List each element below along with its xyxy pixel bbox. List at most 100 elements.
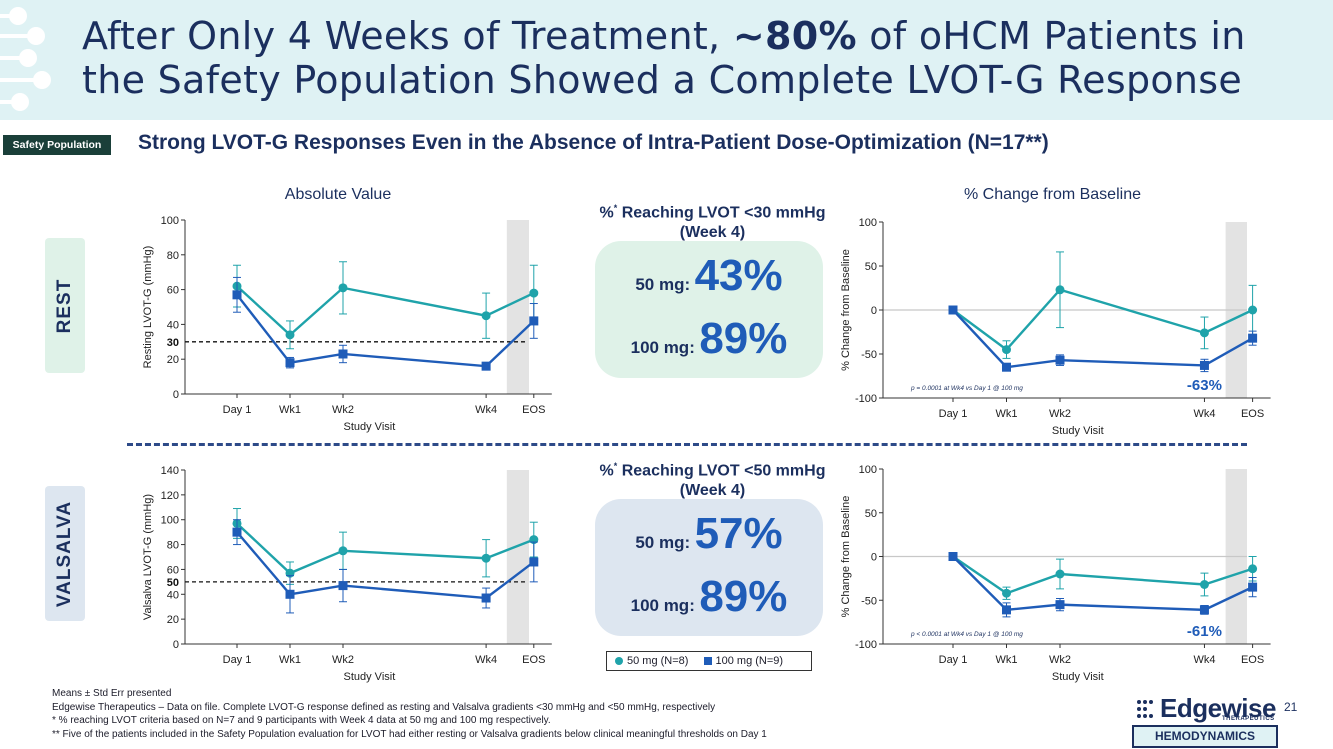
val-100mg-value: 89% <box>699 572 788 621</box>
x-tick-label: Wk2 <box>332 404 354 416</box>
slide-subtitle: Strong LVOT-G Responses Even in the Abse… <box>138 131 1049 154</box>
data-point-100mg <box>1002 605 1011 615</box>
footnote-3: * % reaching LVOT criteria based on N=7 … <box>52 715 551 726</box>
x-tick-label: EOS <box>522 404 545 416</box>
rest-absolute-chart: 0 20 40 60 80 100 30 Day 1 Wk1 Wk2 Wk4 EOS Study Vis… <box>142 215 552 433</box>
val-50mg-value: 57% <box>694 509 783 558</box>
safety-population-badge: Safety Population <box>3 135 111 155</box>
data-point-100mg <box>948 305 958 315</box>
footnote-2: Edgewise Therapeutics – Data on file. Co… <box>52 701 716 713</box>
rest-row-label: REST <box>45 238 85 373</box>
data-point-100mg <box>1055 355 1065 365</box>
x-tick-label: Wk4 <box>475 654 497 666</box>
x-tick-label: EOS <box>1241 408 1264 420</box>
x-tick-label: Wk1 <box>279 654 301 666</box>
edgewise-logo-text: Edgewise <box>1160 693 1276 723</box>
y-tick-label: 140 <box>161 465 179 477</box>
data-point-100mg <box>1199 605 1209 615</box>
x-tick-label: Day 1 <box>223 654 252 666</box>
y-tick-label: 100 <box>859 464 877 476</box>
data-point-50mg <box>338 283 348 293</box>
y-tick-label: -50 <box>861 595 877 607</box>
x-tick-label: Day 1 <box>939 408 968 420</box>
y-axis-title: % Change from Baseline <box>840 496 852 618</box>
y-tick-label: -100 <box>855 639 877 651</box>
rest-head-post: Reaching LVOT <30 mmHg <box>617 204 826 222</box>
x-tick-label: EOS <box>522 654 545 666</box>
data-point-100mg <box>1002 362 1011 372</box>
valsalva-pct-change-chart: -100 -50 0 50 100 Day 1 Wk1 Wk2 Wk4 EOS Study Visi… <box>840 464 1271 683</box>
val-head-pre: % <box>599 462 614 480</box>
valsalva-label-text: VALSALVA <box>54 500 75 607</box>
y-axis-title: Resting LVOT-G (mmHg) <box>142 246 154 369</box>
x-tick-label: EOS <box>1241 654 1264 666</box>
x-tick-label: Wk1 <box>996 408 1018 420</box>
y-tick-label: 60 <box>167 564 179 576</box>
page-number: 21 <box>1284 700 1298 714</box>
rest-label-text: REST <box>54 278 75 333</box>
y-tick-label: 20 <box>167 614 179 626</box>
data-point-100mg <box>1248 582 1258 592</box>
rest-response-box: 50 mg: 43% 100 mg: 89% <box>595 241 823 378</box>
y-axis-title: Valsalva LVOT-G (mmHg) <box>142 494 154 620</box>
title-text-1: After Only 4 Weeks of Treatment, <box>82 14 733 58</box>
eos-shaded-band <box>506 220 529 394</box>
y-tick-label: 100 <box>161 515 179 527</box>
valsalva-response-box: 50 mg: 57% 100 mg: 89% <box>595 499 823 636</box>
val-head-post: Reaching LVOT <50 mmHg <box>617 462 826 480</box>
y-tick-label: 40 <box>167 319 179 331</box>
series-line-50mg <box>952 288 1254 352</box>
edgewise-logo-icon <box>1137 700 1153 718</box>
section-tag: HEMODYNAMICS <box>1132 725 1278 748</box>
footnote-4: ** Five of the patients included in the … <box>52 728 767 740</box>
rest-head-week: (Week 4) <box>679 224 746 242</box>
x-tick-label: Wk4 <box>475 404 497 416</box>
val-100mg-row: 100 mg: 89% <box>595 572 823 622</box>
x-axis-title: Study Visit <box>1052 425 1104 437</box>
y-tick-label: 40 <box>167 589 179 601</box>
data-point-100mg <box>1055 600 1065 610</box>
chart-legend: 50 mg (N=8) 100 mg (N=9) <box>606 651 812 671</box>
x-tick-label: Wk2 <box>1049 408 1071 420</box>
edgewise-logo-subtext: THERAPEUTICS <box>1222 716 1275 722</box>
data-point-50mg <box>1002 345 1011 355</box>
x-tick-label: Wk2 <box>332 654 354 666</box>
data-point-100mg <box>1248 333 1258 343</box>
x-axis-title: Study Visit <box>1052 671 1104 683</box>
title-highlight: ~80% <box>732 14 857 58</box>
valsalva-absolute-chart: 0 20 40 60 80 100 120 140 50 Day 1 Wk1 Wk2 Wk4 EOS Stu… <box>142 465 552 683</box>
x-tick-label: Wk1 <box>279 404 301 416</box>
data-point-50mg <box>1199 328 1209 338</box>
rest-50mg-row: 50 mg: 43% <box>595 251 823 301</box>
y-tick-label: 60 <box>167 285 179 297</box>
data-point-50mg <box>285 330 295 340</box>
slide-title: After Only 4 Weeks of Treatment, ~80% of… <box>82 14 1246 102</box>
data-point-100mg <box>529 316 539 326</box>
data-point-100mg <box>529 557 539 567</box>
legend-100mg-marker <box>703 657 712 666</box>
legend-50mg-label: 50 mg (N=8) <box>627 655 689 667</box>
threshold-label: 30 <box>167 337 179 349</box>
x-tick-label: Day 1 <box>939 654 968 666</box>
legend-50mg-marker <box>615 657 623 666</box>
val-head-sup: * <box>613 461 618 471</box>
data-point-50mg <box>1055 285 1065 295</box>
data-point-50mg <box>481 553 491 563</box>
rest-head-sup: * <box>613 203 618 213</box>
data-point-100mg <box>1199 360 1209 370</box>
x-tick-label: Day 1 <box>223 404 252 416</box>
title-text-2: of oHCM Patients in <box>856 14 1246 58</box>
y-tick-label: 80 <box>167 250 179 262</box>
y-tick-label: -100 <box>855 393 877 405</box>
y-tick-label: 20 <box>167 354 179 366</box>
rest-50mg-value: 43% <box>694 251 783 300</box>
data-point-100mg <box>285 589 295 599</box>
y-tick-label: -50 <box>861 349 877 361</box>
data-point-100mg <box>338 581 348 591</box>
y-tick-label: 0 <box>173 389 179 401</box>
rest-head-pre: % <box>599 204 614 222</box>
data-point-100mg <box>948 552 958 561</box>
data-point-100mg <box>285 358 295 368</box>
rest-response-heading: %* Reaching LVOT <30 mmHg (Week 4) <box>570 198 855 243</box>
x-tick-label: Wk1 <box>996 654 1018 666</box>
